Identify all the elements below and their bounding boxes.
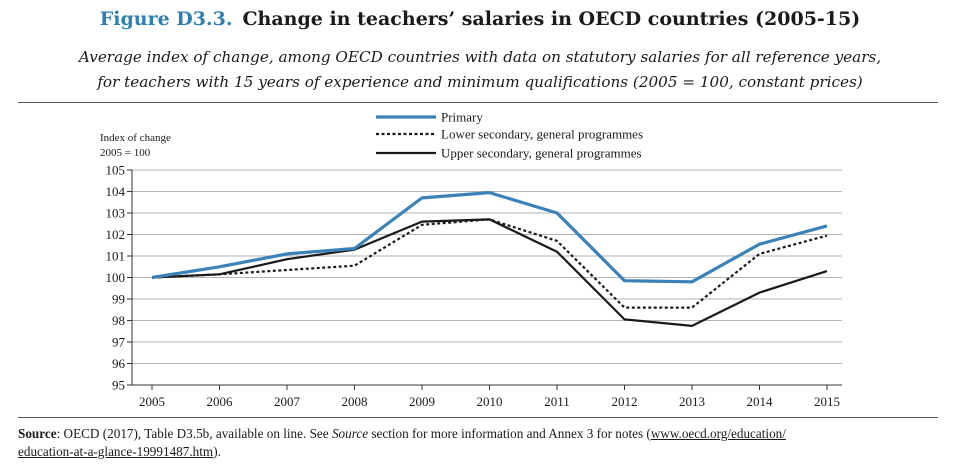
y-tick-label-103: 103 bbox=[106, 206, 126, 221]
legend-label-1: Primary bbox=[441, 110, 483, 125]
source-link-1[interactable]: www.oecd.org/education/ bbox=[650, 426, 786, 441]
y-tick-label-96: 96 bbox=[112, 356, 126, 371]
x-tick-label-2008: 2008 bbox=[342, 394, 368, 409]
source-text-1: : OECD (2017), Table D3.5b, available on… bbox=[56, 426, 332, 441]
x-tick-label-2010: 2010 bbox=[477, 394, 503, 409]
source-text-2: section for more information and Annex 3… bbox=[368, 426, 651, 441]
y-tick-label-99: 99 bbox=[112, 292, 125, 307]
series-line-upper-secondary-general-programmes bbox=[151, 218, 828, 327]
source-note: Source: OECD (2017), Table D3.5b, availa… bbox=[18, 425, 943, 461]
source-text-3: ). bbox=[213, 444, 221, 459]
y-tick-label-104: 104 bbox=[106, 184, 126, 199]
x-tick-label-2014: 2014 bbox=[747, 394, 774, 409]
x-tick-label-2013: 2013 bbox=[679, 394, 705, 409]
chart-title: Change in teachers’ salaries in OECD cou… bbox=[242, 8, 861, 30]
axes: 95 96 97 98 99 100 101 102 103 104 105 2005 2006 2007… bbox=[106, 163, 842, 409]
x-tick-label-2006: 2006 bbox=[207, 394, 234, 409]
y-tick-label-105: 105 bbox=[106, 163, 126, 178]
x-tick-label-2011: 2011 bbox=[544, 394, 570, 409]
x-tick-label-2005: 2005 bbox=[139, 394, 165, 409]
figure-title: Figure D3.3. Change in teachers’ salaries… bbox=[0, 8, 960, 30]
legend-label-3: Upper secondary, general programmes bbox=[441, 146, 642, 161]
series-line-primary bbox=[151, 191, 828, 284]
legend: Primary Lower secondary, general programm… bbox=[376, 110, 643, 161]
x-tick-label-2007: 2007 bbox=[274, 394, 301, 409]
y-tick-label-98: 98 bbox=[112, 313, 125, 328]
top-divider bbox=[18, 102, 938, 103]
source-link-2[interactable]: education-at-a-glance-19991487.htm bbox=[18, 444, 214, 459]
y-tick-label-97: 97 bbox=[112, 335, 126, 350]
grid-lines bbox=[132, 169, 842, 364]
subtitle-line-2: for teachers with 15 years of experience… bbox=[97, 73, 863, 91]
source-italic: Source bbox=[331, 426, 369, 441]
y-tick-label-102: 102 bbox=[106, 227, 126, 242]
source-label: Source bbox=[18, 426, 57, 441]
bottom-divider bbox=[18, 417, 938, 418]
legend-label-2: Lower secondary, general programmes bbox=[441, 127, 643, 142]
y-tick-label-95: 95 bbox=[112, 378, 125, 393]
series-lines bbox=[151, 191, 828, 327]
y-tick-label-101: 101 bbox=[106, 249, 126, 264]
x-tick-label-2015: 2015 bbox=[814, 394, 840, 409]
subtitle-line-1: Average index of change, among OECD coun… bbox=[78, 48, 882, 66]
y-axis-label-line-2: 2005 = 100 bbox=[100, 147, 151, 159]
figure-label: Figure D3.3. bbox=[99, 8, 233, 30]
x-tick-label-2009: 2009 bbox=[409, 394, 435, 409]
y-tick-label-100: 100 bbox=[106, 270, 126, 285]
x-tick-label-2012: 2012 bbox=[612, 394, 638, 409]
y-axis-label-line-1: Index of change bbox=[100, 132, 171, 144]
